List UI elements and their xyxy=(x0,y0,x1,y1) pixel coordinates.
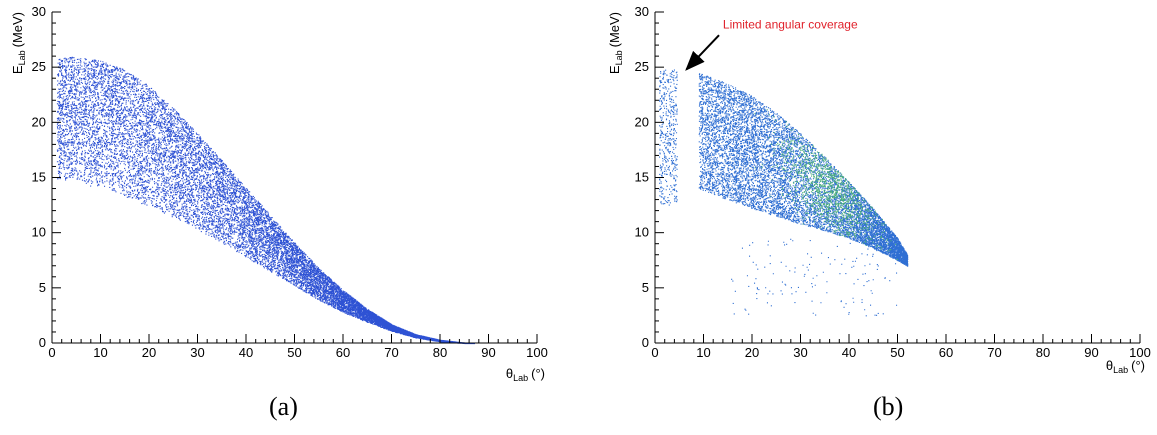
y-tick-label: 25 xyxy=(32,59,46,74)
x-tick-label: 20 xyxy=(142,345,156,360)
y-tick-label: 5 xyxy=(642,280,649,295)
x-tick-label: 80 xyxy=(1036,345,1050,360)
y-tick-label: 25 xyxy=(635,59,649,74)
x-tick-label: 0 xyxy=(48,345,55,360)
x-tick-label: 70 xyxy=(987,345,1001,360)
x-tick-label: 60 xyxy=(939,345,953,360)
x-tick-label: 50 xyxy=(890,345,904,360)
y-tick-label: 20 xyxy=(32,114,46,129)
x-tick-label: 10 xyxy=(696,345,710,360)
annotation-arrow xyxy=(685,34,720,71)
y-tick-label: 10 xyxy=(32,225,46,240)
panel-caption-b: (b) xyxy=(873,392,904,421)
y-tick-label: 15 xyxy=(635,170,649,185)
x-tick-label: 90 xyxy=(481,345,495,360)
x-tick-label: 60 xyxy=(336,345,350,360)
chart-a-x-ticks: 0 10 20 30 40 50 60 70 80 90 100 xyxy=(48,334,548,360)
x-tick-label: 30 xyxy=(190,345,204,360)
chart-a-points xyxy=(56,56,476,345)
y-tick-label: 10 xyxy=(635,225,649,240)
x-tick-label: 80 xyxy=(433,345,447,360)
y-tick-label: 15 xyxy=(32,170,46,185)
y-tick-label: 0 xyxy=(642,335,649,350)
x-tick-label: 100 xyxy=(526,345,548,360)
chart-b-y-ticks: 0 5 10 15 20 25 30 xyxy=(635,4,664,350)
x-tick-label: 90 xyxy=(1084,345,1098,360)
x-tick-label: 50 xyxy=(287,345,301,360)
chart-a-x-axis-title: θLab (°) xyxy=(506,366,545,383)
x-tick-label: 40 xyxy=(239,345,253,360)
x-tick-label: 20 xyxy=(745,345,759,360)
chart-a-y-axis-title: ELab(MeV) xyxy=(10,12,27,74)
scatter-points xyxy=(56,56,476,345)
y-tick-label: 0 xyxy=(39,335,46,350)
y-tick-label: 20 xyxy=(635,114,649,129)
chart-b-axes xyxy=(654,12,1140,344)
y-tick-label: 30 xyxy=(635,4,649,19)
y-tick-label: 5 xyxy=(39,280,46,295)
chart-a: 0 10 20 30 40 50 60 70 80 90 100 0 5 10 15 20 25 30 ELab… xyxy=(10,4,548,383)
chart-a-y-ticks: 0 5 10 15 20 25 30 xyxy=(32,4,61,350)
x-tick-label: 10 xyxy=(93,345,107,360)
chart-b-x-ticks: 0 10 20 30 40 50 60 70 80 90 100 xyxy=(651,334,1151,360)
chart-b-x-axis-title: θLab (°) xyxy=(1106,358,1145,375)
chart-b: 0 10 20 30 40 50 60 70 80 90 100 0 5 10 15 20 25 30 ELab… xyxy=(607,4,1151,375)
chart-b-y-axis-title: ELab(MeV) xyxy=(607,12,624,74)
x-tick-label: 70 xyxy=(384,345,398,360)
y-tick-label: 30 xyxy=(32,4,46,19)
x-tick-label: 30 xyxy=(793,345,807,360)
x-tick-label: 40 xyxy=(842,345,856,360)
chart-b-points xyxy=(659,69,909,317)
x-tick-label: 0 xyxy=(651,345,658,360)
scatter-points xyxy=(659,69,909,317)
annotation-label: Limited angular coverage xyxy=(723,18,858,32)
chart-a-axes xyxy=(51,12,537,344)
x-tick-label: 100 xyxy=(1129,345,1151,360)
panel-caption-a: (a) xyxy=(269,392,298,421)
